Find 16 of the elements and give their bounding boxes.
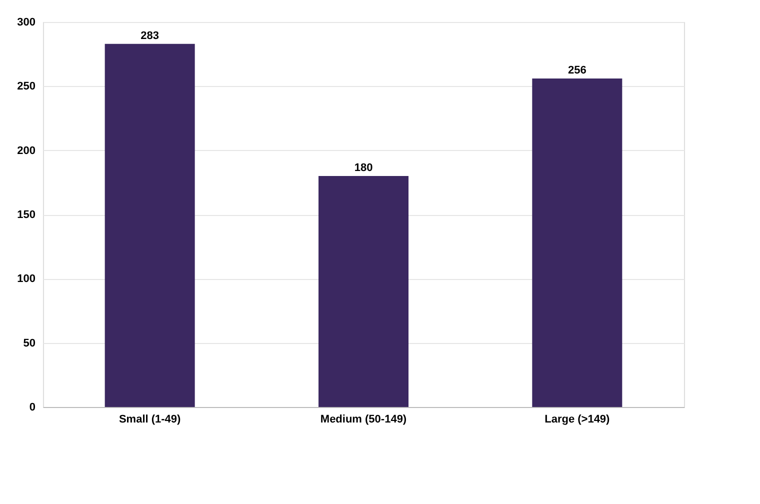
x-tick-label: Small (1-49)	[118, 414, 182, 426]
bar	[104, 44, 195, 407]
y-tick-label: 0	[29, 402, 36, 414]
y-tick-label: 250	[17, 80, 36, 93]
data-label: 256	[568, 64, 586, 76]
bar	[532, 78, 622, 407]
x-tick-label: Large (>149)	[544, 414, 610, 426]
data-label: 180	[354, 162, 373, 174]
bar	[318, 176, 408, 407]
y-tick-label: 50	[23, 337, 36, 350]
data-label: 283	[140, 30, 160, 42]
y-tick-label: 200	[17, 144, 36, 157]
x-tick-label: Medium (50-149)	[320, 414, 407, 426]
y-tick-label: 300	[17, 16, 36, 28]
y-tick-label: 100	[17, 273, 36, 286]
y-tick-label: 150	[17, 209, 36, 221]
